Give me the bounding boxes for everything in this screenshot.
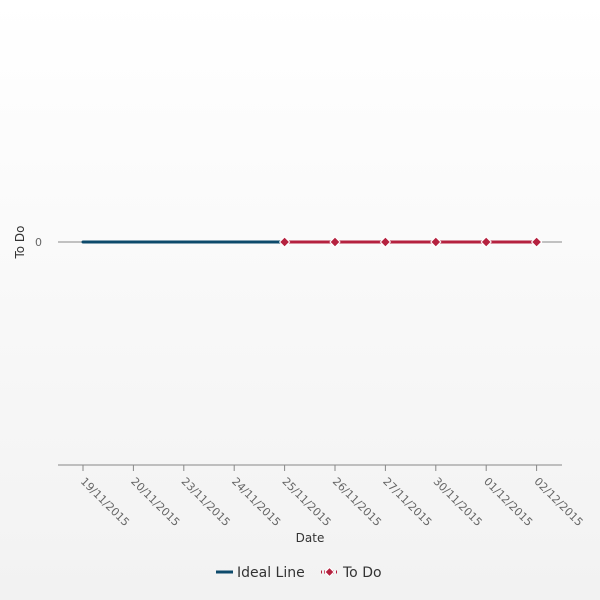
series-layer <box>81 236 543 248</box>
data-point-to-do[interactable] <box>480 236 492 248</box>
data-point-ideal-line[interactable] <box>131 240 135 244</box>
x-tick-label: 26/11/2015 <box>330 475 384 529</box>
legend-ideal-line-label: Ideal Line <box>237 565 305 581</box>
data-point-to-do[interactable] <box>278 236 291 248</box>
y-axis-title: To Do <box>13 225 27 259</box>
data-point-ideal-line[interactable] <box>81 240 85 244</box>
legend[interactable]: Ideal Line To Do <box>216 565 382 581</box>
x-axis-ticks <box>82 465 538 471</box>
x-tick-label: 23/11/2015 <box>179 475 233 529</box>
data-point-to-do[interactable] <box>379 236 392 248</box>
x-tick-label: 24/11/2015 <box>229 475 283 529</box>
legend-item-ideal-line[interactable]: Ideal Line <box>216 565 305 581</box>
x-axis-title: Date <box>296 531 325 545</box>
data-point-to-do[interactable] <box>329 236 341 248</box>
x-tick-label: 01/12/2015 <box>481 475 535 529</box>
x-tick-label: 02/12/2015 <box>531 475 585 529</box>
y-tick-label: 0 <box>35 236 42 249</box>
data-point-to-do[interactable] <box>530 236 543 248</box>
x-axis-tick-labels: 19/11/201520/11/201523/11/201524/11/2015… <box>78 475 586 529</box>
data-point-ideal-line[interactable] <box>232 240 236 244</box>
x-tick-label: 30/11/2015 <box>431 475 485 529</box>
x-tick-label: 20/11/2015 <box>128 475 182 529</box>
x-tick-label: 25/11/2015 <box>279 475 333 529</box>
y-axis-tick-labels: 0 <box>35 236 42 249</box>
legend-to-do-label: To Do <box>342 565 382 581</box>
data-point-to-do[interactable] <box>430 236 442 248</box>
x-tick-label: 27/11/2015 <box>380 475 434 529</box>
x-tick-label: 19/11/2015 <box>78 475 132 529</box>
legend-to-do-diamond-icon <box>324 566 335 578</box>
legend-item-to-do[interactable]: To Do <box>321 565 382 581</box>
data-point-ideal-line[interactable] <box>182 240 186 244</box>
